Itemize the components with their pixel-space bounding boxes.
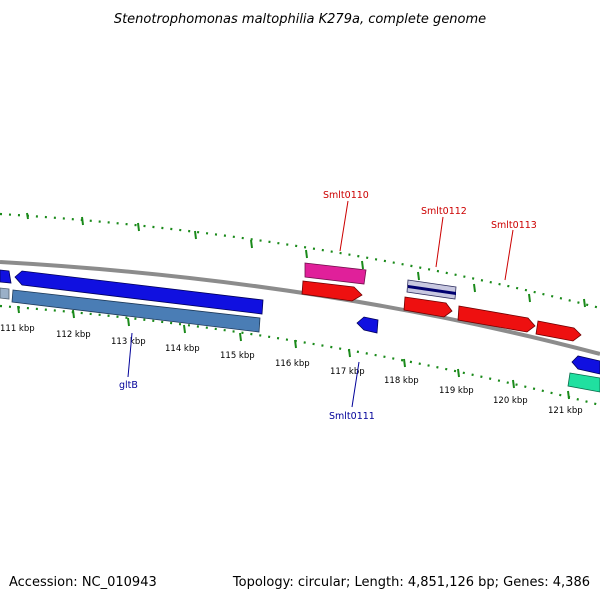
leader-smlt0111 xyxy=(351,361,360,408)
accession-text: Accession: NC_010943 xyxy=(9,575,157,590)
tick-label: 112 kbp xyxy=(56,330,91,340)
feature-blue-right[interactable] xyxy=(571,355,600,375)
label-leaders xyxy=(127,200,514,408)
gene-labels: Smlt0110 Smlt0112 Smlt0113 gltB Smlt0111 xyxy=(119,190,537,422)
tick-label: 116 kbp xyxy=(275,359,310,369)
feature-blue-reverse[interactable] xyxy=(14,270,264,315)
tick-label: 118 kbp xyxy=(384,376,419,386)
feature-smlt0113[interactable] xyxy=(457,305,536,333)
tick-label: 114 kbp xyxy=(165,344,200,354)
leader-smlt0110 xyxy=(339,200,349,252)
feature-blue-fragment[interactable] xyxy=(0,269,12,284)
gene-label-smlt0111[interactable]: Smlt0111 xyxy=(329,411,375,422)
tick-label: 111 kbp xyxy=(0,324,35,334)
feature-red-2[interactable] xyxy=(403,296,453,318)
summary-text: Topology: circular; Length: 4,851,126 bp… xyxy=(232,575,590,590)
feature-smlt0112[interactable] xyxy=(406,279,457,300)
gene-label-smlt0110[interactable]: Smlt0110 xyxy=(323,190,369,201)
inner-ruler xyxy=(0,304,600,407)
tick-labels: 111 kbp 112 kbp 113 kbp 114 kbp 115 kbp … xyxy=(0,324,583,416)
feature-red-1[interactable] xyxy=(301,280,363,302)
tick-label: 113 kbp xyxy=(111,337,146,347)
feature-smlt0110[interactable] xyxy=(304,262,367,285)
gene-label-smlt0113[interactable]: Smlt0113 xyxy=(491,220,537,231)
leader-smlt0112 xyxy=(435,216,444,268)
tick-label: 120 kbp xyxy=(493,396,528,406)
leader-smlt0113 xyxy=(504,229,514,281)
outer-major-ticks xyxy=(26,212,586,308)
map-title: Stenotrophomonas maltophilia K279a, comp… xyxy=(114,12,486,27)
leader-gltB xyxy=(127,332,133,378)
inner-major-ticks xyxy=(17,305,570,400)
feature-gltB[interactable] xyxy=(11,289,261,333)
tick-label: 119 kbp xyxy=(439,386,474,396)
tick-label: 115 kbp xyxy=(220,351,255,361)
gene-label-smlt0112[interactable]: Smlt0112 xyxy=(421,206,467,217)
outer-ruler xyxy=(0,212,600,310)
feature-red-3[interactable] xyxy=(535,320,582,342)
gene-label-gltB[interactable]: gltB xyxy=(119,380,138,391)
feature-smlt0111[interactable] xyxy=(356,316,379,334)
feature-teal-right[interactable] xyxy=(567,372,600,393)
inner-minor-ticks xyxy=(0,304,600,407)
tick-label: 117 kbp xyxy=(330,367,365,377)
tick-label: 121 kbp xyxy=(548,406,583,416)
features xyxy=(0,262,600,393)
feature-gray-fragment[interactable] xyxy=(0,287,10,300)
